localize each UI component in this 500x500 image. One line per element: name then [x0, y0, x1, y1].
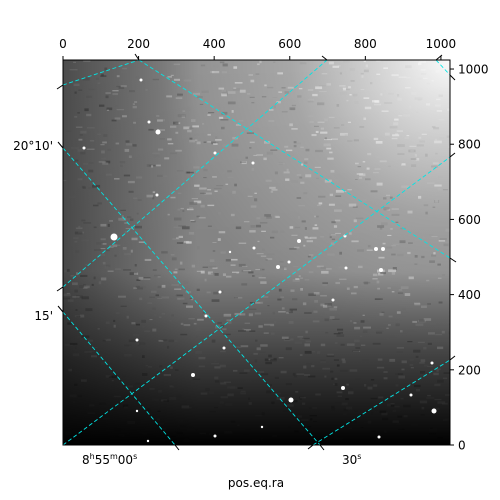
- coordinate-grid-line: [312, 359, 450, 445]
- star: [252, 246, 256, 250]
- world-tick-mark: [134, 53, 140, 61]
- world-tick-mark: [449, 257, 457, 263]
- star: [379, 268, 383, 272]
- star: [431, 408, 437, 414]
- coordinate-grid-line: [435, 60, 450, 76]
- star: [155, 193, 159, 197]
- star: [276, 265, 280, 269]
- world-tick-mark: [307, 444, 314, 450]
- ra-tick-label-1: 8h55m00s: [82, 452, 137, 467]
- world-tick-mark: [449, 74, 456, 81]
- star: [204, 314, 208, 318]
- y-tick-label: 600: [458, 213, 481, 227]
- star: [146, 439, 150, 443]
- world-tick-mark: [57, 305, 64, 313]
- x-tick-label: 1000: [426, 37, 457, 51]
- coordinate-grid-line: [63, 156, 450, 445]
- star: [213, 434, 217, 438]
- x-tick-label: 0: [59, 37, 67, 51]
- world-tick-mark: [435, 54, 443, 61]
- plot-frame: [62, 59, 451, 446]
- coordinate-grid-line: [63, 311, 176, 445]
- world-tick-mark: [321, 55, 328, 61]
- ra-tick-label-2: 30s: [342, 452, 361, 467]
- star: [260, 425, 264, 429]
- sky-image: [63, 60, 455, 445]
- star: [287, 260, 291, 264]
- noise-speck: [450, 443, 455, 445]
- y-tick-label: 200: [458, 363, 481, 377]
- star: [331, 298, 335, 302]
- x-tick-label: 200: [127, 37, 150, 51]
- star: [297, 239, 301, 243]
- y-tick-label: 0: [458, 439, 466, 453]
- star: [213, 151, 217, 155]
- star: [374, 247, 378, 251]
- star: [139, 78, 143, 82]
- star: [251, 161, 255, 165]
- star: [344, 266, 348, 270]
- star: [430, 361, 434, 365]
- dec-tick-label-2: 15': [34, 309, 53, 323]
- star: [381, 247, 385, 251]
- star: [222, 346, 226, 350]
- x-axis-title: pos.eq.ra: [228, 476, 284, 490]
- star: [191, 373, 195, 377]
- coordinate-grid-line: [63, 60, 140, 86]
- coordinate-grid-line: [138, 60, 450, 259]
- star: [341, 386, 345, 390]
- star: [343, 234, 347, 238]
- star: [155, 129, 161, 135]
- world-tick-mark: [57, 141, 64, 149]
- star: [147, 120, 151, 124]
- star: [110, 233, 118, 241]
- y-tick-label: 400: [458, 288, 481, 302]
- world-tick-mark: [449, 152, 456, 158]
- x-tick-label: 400: [203, 37, 226, 51]
- star: [82, 146, 86, 150]
- x-tick-label: 600: [278, 37, 301, 51]
- y-tick-label: 800: [458, 138, 481, 152]
- y-tick-label: 1000: [458, 63, 489, 77]
- world-tick-mark: [174, 444, 180, 451]
- star: [288, 397, 294, 403]
- coordinate-grid-line: [63, 147, 321, 445]
- star: [135, 409, 139, 413]
- world-tick-mark: [56, 84, 64, 90]
- star: [377, 435, 381, 439]
- world-tick-mark: [449, 355, 456, 361]
- world-tick-mark: [56, 286, 64, 292]
- star: [409, 393, 413, 397]
- world-tick-mark: [319, 444, 325, 451]
- x-tick-label: 800: [354, 37, 377, 51]
- star: [228, 250, 232, 254]
- star: [218, 290, 222, 294]
- dec-tick-label-1: 20°10': [13, 139, 53, 153]
- star: [135, 338, 139, 342]
